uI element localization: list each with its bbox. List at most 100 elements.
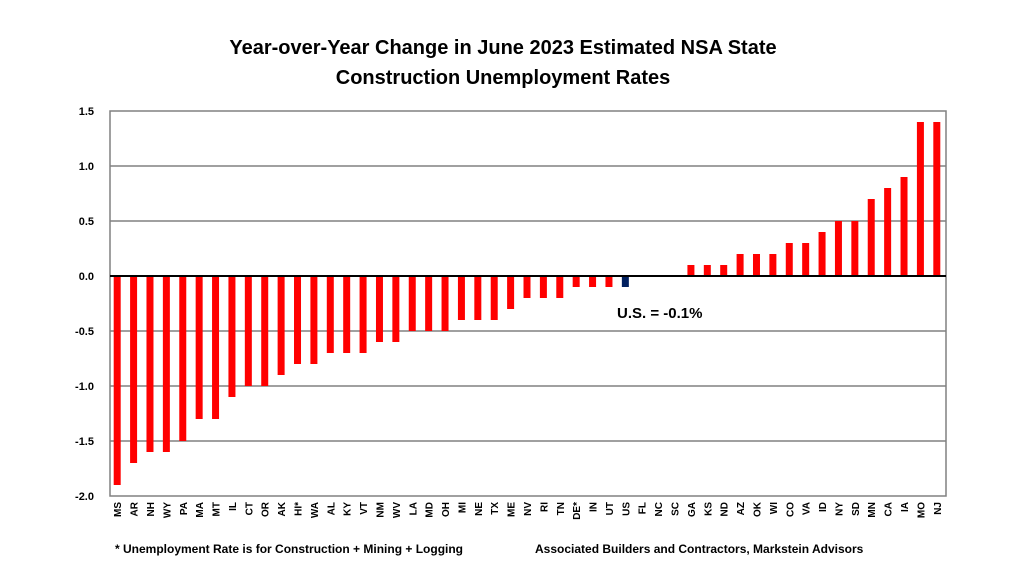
x-tick-label: IN bbox=[589, 502, 600, 512]
bar-de bbox=[572, 276, 580, 287]
y-tick-label: 1.0 bbox=[79, 161, 94, 173]
bar-me bbox=[507, 276, 515, 309]
x-tick-label: UT bbox=[605, 502, 616, 515]
x-tick-label: RI bbox=[539, 502, 550, 512]
bar-va bbox=[802, 243, 810, 276]
x-tick-label: NH bbox=[146, 502, 157, 516]
bar-az bbox=[736, 254, 744, 276]
plot-area-border bbox=[109, 110, 947, 497]
bar-mi bbox=[457, 276, 465, 320]
x-tick-label: KS bbox=[703, 502, 714, 516]
y-tick-label: -1.0 bbox=[75, 381, 94, 393]
x-tick-label: MO bbox=[916, 502, 927, 518]
x-tick-label: CA bbox=[884, 502, 895, 516]
bar-ms bbox=[113, 276, 121, 485]
x-tick-label: PA bbox=[179, 502, 190, 515]
bar-ga bbox=[687, 265, 695, 276]
bar-us bbox=[621, 276, 629, 287]
bar-in bbox=[589, 276, 597, 287]
bar-or bbox=[261, 276, 269, 386]
y-tick-label: -2.0 bbox=[75, 491, 94, 503]
x-tick-label: ME bbox=[507, 502, 518, 517]
bar-wy bbox=[162, 276, 170, 452]
x-tick-label: IA bbox=[900, 502, 911, 512]
x-tick-label: WA bbox=[310, 502, 321, 518]
bar-mt bbox=[212, 276, 220, 419]
x-tick-label: KY bbox=[343, 502, 354, 516]
chart-title-line-2: Construction Unemployment Rates bbox=[336, 67, 670, 89]
bar-tx bbox=[490, 276, 498, 320]
bar-id bbox=[818, 232, 826, 276]
bar-al bbox=[326, 276, 334, 353]
x-tick-label: TN bbox=[556, 502, 567, 515]
bar-il bbox=[228, 276, 236, 397]
x-tick-label: GA bbox=[687, 502, 698, 517]
x-tick-label: LA bbox=[408, 502, 419, 515]
bar-hi bbox=[294, 276, 302, 364]
x-tick-label: SD bbox=[851, 502, 862, 516]
x-tick-label: NV bbox=[523, 502, 534, 516]
bar-ca bbox=[884, 188, 892, 276]
x-tick-label: MS bbox=[113, 502, 124, 517]
bar-mn bbox=[867, 199, 875, 276]
bar-ct bbox=[244, 276, 252, 386]
x-tick-label: CO bbox=[785, 502, 796, 517]
x-tick-label: WI bbox=[769, 502, 780, 514]
bar-nd bbox=[720, 265, 728, 276]
x-tick-label: NE bbox=[474, 502, 485, 516]
bar-ia bbox=[900, 177, 908, 276]
bar-ny bbox=[834, 221, 842, 276]
x-tick-label: OH bbox=[441, 502, 452, 517]
x-tick-label: FL bbox=[638, 502, 649, 514]
x-tick-label: MA bbox=[195, 502, 206, 518]
x-tick-label: OR bbox=[261, 501, 272, 517]
x-tick-label: VA bbox=[802, 502, 813, 515]
bar-ut bbox=[605, 276, 613, 287]
chart-title-line-1: Year-over-Year Change in June 2023 Estim… bbox=[229, 37, 776, 59]
bar-ne bbox=[474, 276, 482, 320]
x-tick-label: NJ bbox=[933, 502, 944, 515]
x-tick-label: ID bbox=[818, 502, 829, 512]
x-tick-label: VT bbox=[359, 502, 370, 515]
x-tick-label: NC bbox=[654, 502, 665, 516]
x-tick-label: AL bbox=[326, 502, 337, 515]
bar-md bbox=[425, 276, 433, 331]
x-tick-label: DE* bbox=[572, 502, 583, 520]
bar-nm bbox=[375, 276, 383, 342]
y-tick-label: -0.5 bbox=[75, 326, 94, 338]
y-tick-label: 0.5 bbox=[79, 216, 94, 228]
x-tick-label: MD bbox=[425, 502, 436, 518]
x-tick-label: MN bbox=[867, 502, 878, 518]
bar-la bbox=[408, 276, 416, 331]
bar-ks bbox=[703, 265, 711, 276]
bar-ok bbox=[752, 254, 760, 276]
x-tick-label: HI* bbox=[294, 502, 305, 516]
x-tick-label: NM bbox=[375, 502, 386, 518]
bar-ar bbox=[130, 276, 138, 463]
bar-wa bbox=[310, 276, 318, 364]
x-tick-label: AK bbox=[277, 501, 288, 516]
y-tick-label: 0.0 bbox=[79, 271, 94, 283]
x-tick-label: OK bbox=[752, 501, 763, 517]
footnote-right: Associated Builders and Contractors, Mar… bbox=[535, 542, 864, 556]
x-tick-label: SC bbox=[671, 502, 682, 516]
x-tick-label: CT bbox=[244, 502, 255, 515]
bar-pa bbox=[179, 276, 187, 441]
x-tick-label: NY bbox=[834, 502, 845, 516]
bar-ri bbox=[539, 276, 547, 298]
y-axis-ticks: -2.0 -1.5 -1.0 -0.5 0.0 0.5 1.0 1.5 bbox=[75, 106, 94, 503]
x-tick-label: US bbox=[621, 502, 632, 516]
x-tick-label: ND bbox=[720, 502, 731, 516]
bar-wv bbox=[392, 276, 400, 342]
bars bbox=[110, 122, 946, 485]
bar-vt bbox=[359, 276, 367, 353]
bar-ma bbox=[195, 276, 203, 419]
bar-tn bbox=[556, 276, 564, 298]
bar-wi bbox=[769, 254, 777, 276]
x-tick-label: MT bbox=[212, 502, 223, 516]
x-tick-label: TX bbox=[490, 502, 501, 515]
y-tick-label: 1.5 bbox=[79, 106, 94, 118]
bar-mo bbox=[916, 122, 924, 276]
x-tick-label: MI bbox=[457, 502, 468, 513]
bar-ak bbox=[277, 276, 285, 375]
